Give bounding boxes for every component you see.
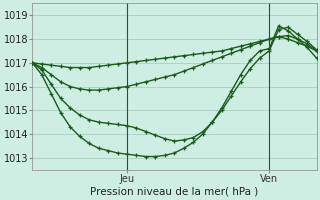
X-axis label: Pression niveau de la mer( hPa ): Pression niveau de la mer( hPa ) <box>90 187 259 197</box>
